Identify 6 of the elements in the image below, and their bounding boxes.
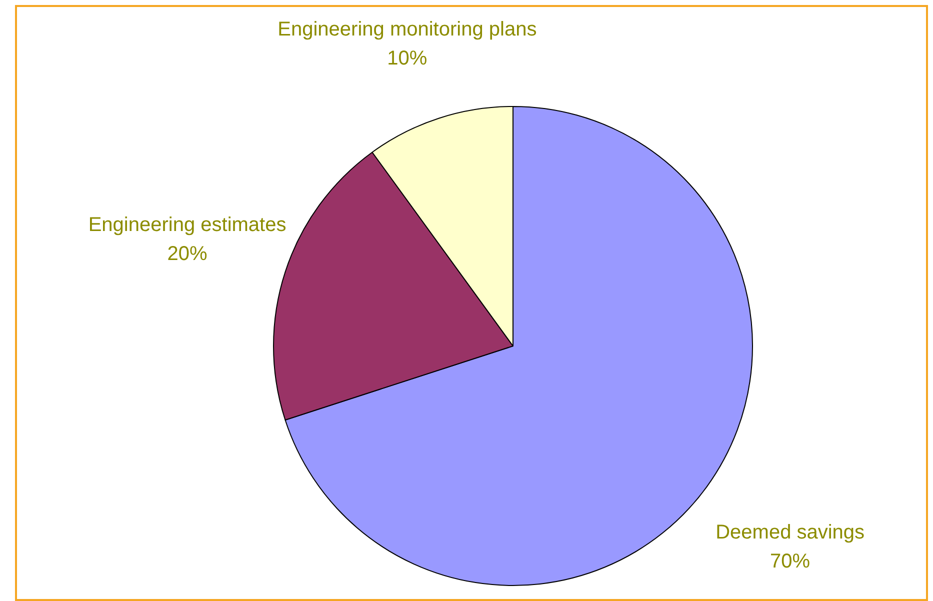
data-label: 10% xyxy=(387,48,428,70)
data-label: 70% xyxy=(770,550,810,572)
slice-label: Deemed savings xyxy=(716,521,865,544)
data-label: 20% xyxy=(167,243,208,266)
slice-label: Engineering estimates xyxy=(88,214,286,236)
slice-label: Engineering monitoring plans xyxy=(278,18,537,41)
